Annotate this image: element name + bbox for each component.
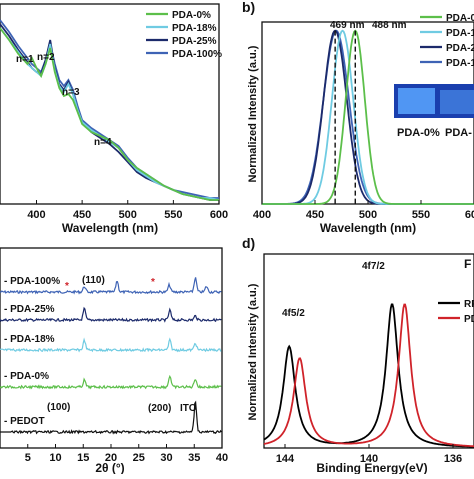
panel-c-series-label: - PEDOT	[4, 416, 45, 427]
panel-d-series-line	[263, 303, 474, 448]
panel-c-tick-label: 5	[25, 452, 31, 464]
annotation-ito: ITO	[180, 403, 197, 414]
panel-d-legend: RP PI PDA-	[438, 299, 474, 325]
panel-c-series-label: - PDA-25%	[4, 304, 55, 315]
panel-a-legend-label: PDA-18%	[172, 23, 217, 34]
panel-b-ylabel: Normalized Intensity (a.u.)	[247, 45, 259, 182]
panel-d-series-line	[263, 303, 474, 448]
annotation-100: (100)	[47, 402, 70, 413]
panel-d: d) Normalized Intensity (a.u.) 144 140 136…	[242, 235, 474, 475]
panel-a-tick-label: 500	[119, 209, 137, 221]
annotation-n4: n=4	[94, 137, 112, 148]
panel-b: b) Normalized Intensity (a.u.) 400 450 500…	[242, 0, 474, 235]
panel-d-legend-label: RP PI	[464, 299, 474, 310]
panel-a-legend: PDA-0% PDA-18% PDA-25% PDA-100%	[146, 10, 222, 60]
peak-label-4f52: 4f5/2	[282, 308, 305, 319]
panel-c-tick-label: 20	[105, 452, 117, 464]
annotation-200: (200)	[148, 403, 171, 414]
panel-a-tick-label: 450	[73, 209, 91, 221]
panel-c-tick-label: 30	[160, 452, 172, 464]
panel-a-series-line	[0, 27, 219, 201]
panel-c-series-label: - PDA-0%	[4, 371, 49, 382]
panel-c-series-line	[0, 400, 222, 435]
peak-label-469: 469 nm	[330, 20, 365, 31]
panel-c-tick-label: 40	[216, 452, 228, 464]
panel-b-tick-label: 600	[465, 209, 474, 221]
panel-label-d: d)	[242, 235, 255, 251]
panel-b-tick-label: 450	[306, 209, 324, 221]
panel-d-xlabel: Binding Energy(eV)	[316, 461, 427, 474]
panel-b-tick-label: 500	[359, 209, 377, 221]
panel-a-xlabel: Wavelength (nm)	[62, 221, 158, 235]
panel-d-ylabel: Normalized Intensity (a.u.)	[247, 283, 259, 420]
emission-photo-inset	[394, 84, 474, 118]
panel-a: 400 450 500 550 600 Wavelength (nm) n=1 n=2 …	[0, 3, 228, 235]
peak-label-488: 488 nm	[372, 20, 407, 31]
annotation-n2: n=2	[37, 52, 55, 63]
panel-c-tick-label: 25	[133, 452, 145, 464]
annotation-star-1: *	[65, 281, 69, 292]
panel-c-series	[0, 277, 222, 435]
panel-c-series-line	[0, 374, 222, 390]
panel-c-tick-label: 10	[49, 452, 61, 464]
panel-c-series-line	[0, 277, 222, 295]
panel-a-legend-label: PDA-0%	[172, 10, 211, 21]
panel-a-frame	[0, 3, 220, 205]
panel-a-legend-label: PDA-25%	[172, 36, 217, 47]
panel-c-ticks: 5 10 15 20 25 30 35 40	[25, 444, 228, 464]
panel-a-tick-label: 550	[164, 209, 182, 221]
panel-b-ticks: 400 450 500 550 600	[253, 200, 474, 221]
panel-b-legend: PDA-0% PDA-18% PDA-25% PDA-100%	[420, 13, 474, 69]
panel-b-legend-label: PDA-25%	[446, 43, 474, 54]
panel-c-series-label: - PDA-100%	[4, 276, 60, 287]
panel-c-tick-label: 35	[188, 452, 200, 464]
panel-a-series	[0, 19, 220, 201]
panel-d-legend-label: PDA-	[464, 314, 474, 325]
panel-c-tick-label: 15	[77, 452, 89, 464]
panel-c-series-line	[0, 337, 222, 353]
panel-d-ticks: 144 140 136	[276, 444, 462, 465]
panel-d-tick-label: 136	[444, 453, 462, 465]
annotation-star-2: *	[151, 277, 155, 288]
annotation-110: (110)	[82, 275, 105, 286]
panel-d-tick-label: 140	[360, 453, 378, 465]
panel-b-series-line	[262, 29, 474, 205]
panel-b-legend-label: PDA-100%	[446, 58, 474, 69]
panel-b-tick-label: 550	[412, 209, 430, 221]
panel-a-ticks: 400 450 500 550 600	[27, 200, 228, 221]
panel-b-legend-label: PDA-18%	[446, 28, 474, 39]
panel-d-tick-label: 144	[276, 453, 295, 465]
panel-a-tick-label: 400	[27, 209, 45, 221]
panel-b-legend-label: PDA-0%	[446, 13, 474, 24]
panel-b-tick-label: 400	[253, 209, 271, 221]
panel-b-series	[262, 29, 474, 205]
inset-sample-2	[440, 90, 474, 114]
panel-b-xlabel: Wavelength (nm)	[320, 221, 416, 235]
panel-d-side-label: F	[464, 257, 471, 271]
panel-c: 5 10 15 20 25 30 35 40 - PDA-100%- PDA-25%- PDA…	[0, 247, 228, 475]
annotation-n3: n=3	[62, 87, 80, 98]
panel-c-xlabel: 2θ (°)	[95, 461, 124, 474]
panel-d-frame	[263, 253, 474, 449]
inset-label-2: PDA-	[445, 127, 472, 139]
panel-c-series-line	[0, 306, 222, 323]
panel-c-series-label: - PDA-18%	[4, 334, 55, 345]
inset-label-1: PDA-0%	[397, 127, 440, 139]
inset-sample-1	[398, 88, 435, 114]
panel-label-b: b)	[242, 0, 255, 15]
annotation-n1: n=1	[16, 54, 34, 65]
panel-c-series-labels: - PDA-100% - PDA-25% - PDA-18% - PDA-0% - PE…	[4, 276, 60, 427]
panel-a-tick-label: 600	[210, 209, 228, 221]
panel-d-series	[263, 303, 474, 448]
panel-a-legend-label: PDA-100%	[172, 49, 222, 60]
peak-label-4f72: 4f7/2	[362, 261, 385, 272]
